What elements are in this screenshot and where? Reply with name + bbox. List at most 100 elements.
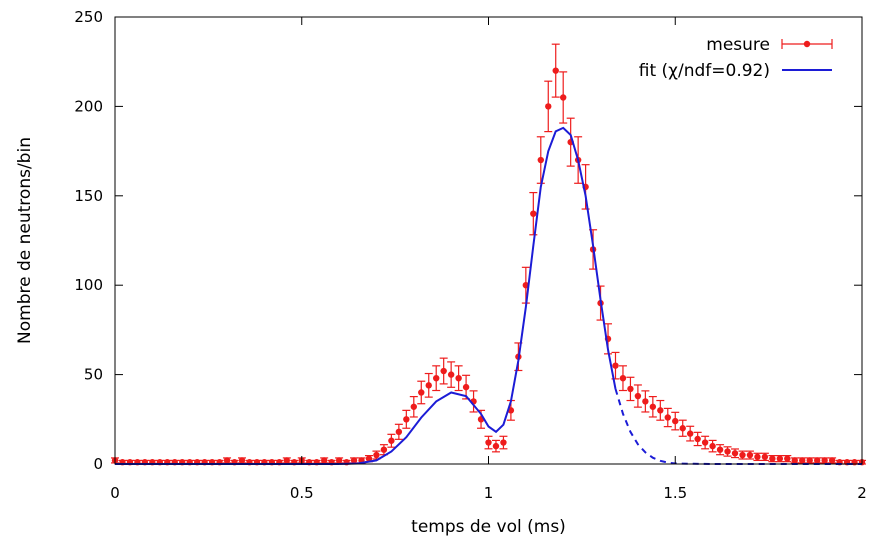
point-marker [223, 457, 231, 464]
point-marker [791, 457, 798, 464]
data-point [805, 457, 814, 464]
data-point [820, 457, 829, 464]
y-tick-label: 200 [74, 97, 103, 115]
point-marker [657, 407, 664, 414]
point-marker [455, 374, 462, 382]
data-point [536, 136, 545, 184]
point-marker [440, 367, 447, 375]
data-point [633, 384, 642, 408]
point-marker [283, 457, 291, 464]
data-point [551, 43, 560, 98]
point-marker [365, 455, 373, 462]
point-marker [560, 94, 567, 101]
x-tick-label: 2 [857, 484, 867, 502]
point-marker [545, 103, 552, 110]
data-point [394, 423, 403, 440]
data-point [731, 448, 740, 459]
data-point [693, 431, 702, 447]
point-marker [388, 437, 395, 444]
point-marker [447, 371, 455, 378]
point-marker [769, 455, 776, 462]
data-point [813, 457, 822, 464]
data-point [559, 71, 568, 124]
data-point [432, 365, 441, 392]
point-marker [537, 156, 544, 164]
point-marker [672, 417, 679, 425]
point-marker [552, 67, 559, 74]
point-marker [761, 453, 769, 461]
data-point [678, 419, 687, 437]
x-tick-label: 0.5 [290, 484, 314, 502]
data-point [626, 376, 635, 402]
y-tick-label: 100 [74, 276, 103, 294]
data-point [417, 380, 426, 405]
point-marker [784, 455, 791, 462]
y-tick-label: 150 [74, 187, 103, 205]
y-tick-label: 250 [74, 8, 103, 26]
point-marker [634, 392, 642, 400]
data-point [641, 390, 650, 413]
plot-frame [114, 16, 863, 465]
x-tick-label: 0 [110, 484, 120, 502]
data-point [738, 450, 747, 460]
data-point [409, 395, 418, 418]
data-point [402, 409, 411, 429]
point-marker [403, 416, 410, 423]
point-marker [709, 442, 716, 450]
point-marker [686, 430, 694, 437]
legend-marker [803, 40, 811, 48]
plot-area [111, 43, 866, 466]
legend-label-fit: fit (χ/ndf=0.92) [639, 61, 770, 81]
point-marker [694, 435, 701, 443]
x-axis-ticks: 0 0.5 1 1.5 2 [110, 17, 867, 502]
data-point [529, 191, 538, 236]
data-point [648, 395, 657, 418]
point-marker [433, 374, 440, 382]
data-point [372, 450, 381, 460]
point-marker [806, 457, 813, 464]
data-point [424, 372, 433, 398]
point-marker [350, 457, 358, 464]
y-axis-title: Nombre de neutrons/bin [15, 137, 35, 344]
data-point [387, 433, 396, 448]
point-marker [813, 457, 821, 464]
data-point [686, 425, 695, 442]
data-point [439, 357, 448, 385]
data-point [701, 435, 710, 450]
point-marker [642, 398, 649, 405]
y-tick-label: 50 [84, 366, 103, 384]
data-point [484, 435, 493, 450]
data-point [723, 446, 732, 457]
point-marker [395, 428, 403, 436]
data-point [499, 435, 508, 450]
data-point [237, 457, 246, 464]
data-point [671, 411, 680, 431]
point-marker [776, 455, 784, 462]
point-marker [500, 439, 507, 446]
point-marker [410, 403, 417, 410]
point-marker [425, 382, 432, 389]
data-point [454, 365, 463, 392]
data-point [708, 439, 717, 453]
x-tick-label: 1 [484, 484, 494, 502]
point-marker [612, 362, 619, 369]
data-point [716, 444, 725, 456]
point-marker [739, 451, 746, 459]
x-tick-label: 1.5 [663, 484, 687, 502]
data-point [491, 439, 500, 453]
data-point [760, 452, 769, 462]
point-marker [821, 457, 828, 464]
point-marker [664, 414, 671, 421]
point-marker [746, 451, 754, 459]
y-tick-label: 0 [93, 455, 103, 473]
point-marker [627, 385, 634, 393]
data-point [753, 452, 762, 462]
point-marker [530, 210, 537, 217]
point-marker [485, 439, 492, 446]
data-point [656, 399, 665, 421]
data-point [618, 365, 627, 392]
point-marker [731, 450, 739, 457]
point-marker [724, 448, 731, 455]
data-point [663, 407, 672, 428]
